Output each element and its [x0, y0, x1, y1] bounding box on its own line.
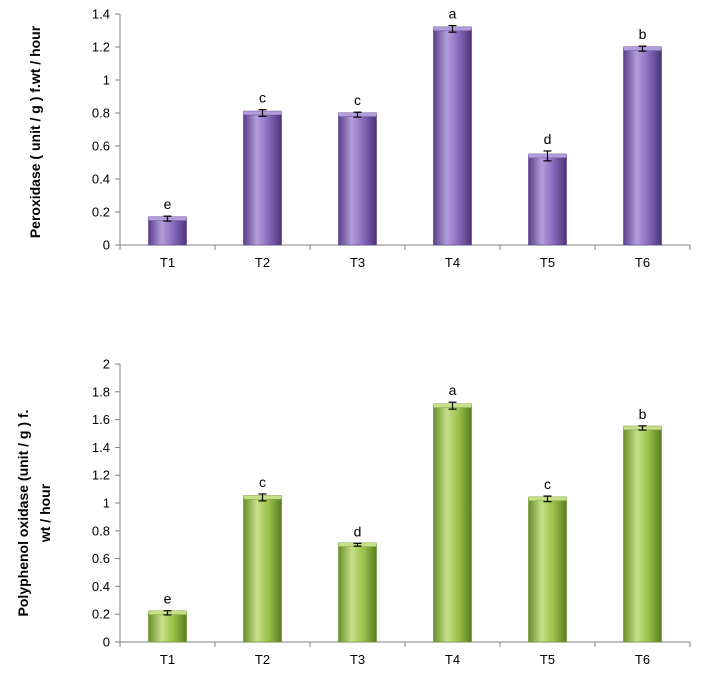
polyphenol-oxidase-chart: Polyphenol oxidase (unit / g ) f. wt / h…: [15, 357, 691, 667]
significance-label: c: [354, 92, 361, 108]
x-tick-label: T1: [160, 255, 175, 270]
peroxidase-chart: Peroxidase ( unit / g ) f.wt / hour 0 0.2…: [27, 6, 691, 270]
x-tick-label: T1: [160, 652, 175, 667]
significance-label: a: [449, 382, 457, 398]
bar-T1: [148, 218, 187, 246]
y-tick-label: 1: [103, 496, 110, 511]
y-tick-label: 0.8: [92, 523, 110, 538]
bar-T6: [623, 427, 662, 643]
significance-label: b: [639, 26, 647, 42]
y-tick-label: 0.4: [92, 579, 110, 594]
significance-label: b: [639, 406, 647, 422]
significance-label: e: [164, 196, 172, 212]
bar-T3: [338, 544, 377, 643]
x-tick-label: T4: [445, 255, 460, 270]
significance-label: c: [259, 474, 266, 490]
x-tick-label: T5: [540, 255, 555, 270]
y-axis-title-line-1: Polyphenol oxidase (unit / g ) f.: [15, 410, 31, 617]
y-tick-label: 0.6: [92, 139, 110, 154]
x-tick-label: T3: [350, 652, 365, 667]
significance-label: c: [259, 90, 266, 106]
y-tick-label: 0.8: [92, 106, 110, 121]
bar-T6: [623, 48, 662, 246]
bar-T1: [148, 612, 187, 643]
y-tick-label: 1.8: [92, 384, 110, 399]
bar-T2: [243, 112, 282, 246]
y-axis-title-line-2: wt / hour: [37, 483, 53, 543]
significance-label: d: [544, 131, 552, 147]
bar-T4: [433, 405, 472, 643]
significance-label: c: [544, 476, 551, 492]
bar-T5: [528, 498, 567, 643]
x-tick-label: T3: [350, 255, 365, 270]
bar-T5: [528, 155, 567, 246]
y-tick-label: 1.4: [92, 440, 110, 455]
bar-T2: [243, 497, 282, 643]
y-tick-label: 1.2: [92, 468, 110, 483]
y-tick-label: 0.2: [92, 607, 110, 622]
y-tick-label: 0.4: [92, 172, 110, 187]
y-tick-label: 1: [103, 73, 110, 88]
significance-label: a: [449, 6, 457, 22]
y-tick-label: 0.2: [92, 205, 110, 220]
y-tick-label: 0: [103, 635, 110, 650]
y-tick-label: 0.6: [92, 551, 110, 566]
significance-label: e: [164, 591, 172, 607]
x-tick-label: T6: [635, 255, 650, 270]
bar-T3: [338, 114, 377, 246]
x-tick-label: T2: [255, 255, 270, 270]
bar-T4: [433, 28, 472, 246]
chart-marks: 0 0.2 0.4 0.6 0.8 1 1.2 1.4 1.6 1.8 2 e T1 c T2 d T3 a T4 c…: [92, 357, 691, 667]
y-tick-label: 1.2: [92, 40, 110, 55]
x-tick-label: T4: [445, 652, 460, 667]
significance-label: d: [354, 523, 362, 539]
y-tick-label: 1.4: [92, 7, 110, 22]
y-tick-label: 0: [103, 238, 110, 253]
chart-marks: 0 0.2 0.4 0.6 0.8 1 1.2 1.4 e T1 c T2 c T3 a T4 d T5 b T6: [92, 6, 691, 270]
y-axis-title: Peroxidase ( unit / g ) f.wt / hour: [27, 25, 43, 238]
y-tick-label: 1.6: [92, 412, 110, 427]
x-tick-label: T5: [540, 652, 555, 667]
x-tick-label: T6: [635, 652, 650, 667]
x-tick-label: T2: [255, 652, 270, 667]
y-tick-label: 2: [103, 357, 110, 372]
